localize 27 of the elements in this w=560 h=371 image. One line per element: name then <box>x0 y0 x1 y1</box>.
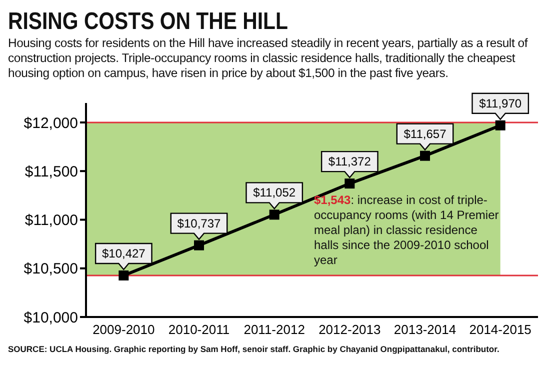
y-tick-label: $12,000 <box>24 114 78 132</box>
source-note: SOURCE: UCLA Housing. Graphic reporting by Sam Hoff, senoir staff. Graphic by Chayanid Ongpipattanakul, contributor. <box>8 344 500 354</box>
y-tick-label: $11,000 <box>24 212 78 230</box>
point <box>118 270 129 280</box>
point <box>420 150 430 161</box>
x-tick-label: 2014-2015 <box>469 322 532 338</box>
x-tick-label: 2012-2013 <box>318 322 381 338</box>
annotation: $1,543: increase in cost of triple-occupancy rooms (with 14 Premier meal plan) in classic residence halls since the 2009-2010 school year <box>314 193 500 268</box>
data-label: $11,657 <box>404 126 447 141</box>
data-label: $11,052 <box>253 186 296 200</box>
y-tick-label: $11,500 <box>24 163 78 180</box>
point <box>495 120 506 130</box>
x-tick-label: 2013-2014 <box>394 322 456 338</box>
data-label: $11,372 <box>328 154 372 169</box>
x-tick-label: 2010-2011 <box>168 322 230 338</box>
y-tick-label: $10,000 <box>24 309 78 326</box>
chart-title: RISING COSTS ON THE HILL <box>8 8 289 36</box>
point <box>194 240 204 250</box>
data-label: $10,427 <box>102 246 146 260</box>
x-tick-label: 2011-2012 <box>244 322 305 338</box>
x-tick-label: 2009-2010 <box>92 322 155 338</box>
data-label: $10,737 <box>177 216 222 230</box>
point <box>344 178 355 189</box>
point <box>269 210 280 220</box>
y-tick-label: $10,500 <box>24 260 78 278</box>
data-label: $11,970 <box>479 96 522 110</box>
chart-subtitle: Housing costs for residents on the Hill have increased steadily in recent years, partially as a result of construction projects. Triple-occupancy rooms in classic residence halls, traditionally the cheapest housing option on campus, have risen in price by about $1,500 in the past five years. <box>8 36 529 81</box>
